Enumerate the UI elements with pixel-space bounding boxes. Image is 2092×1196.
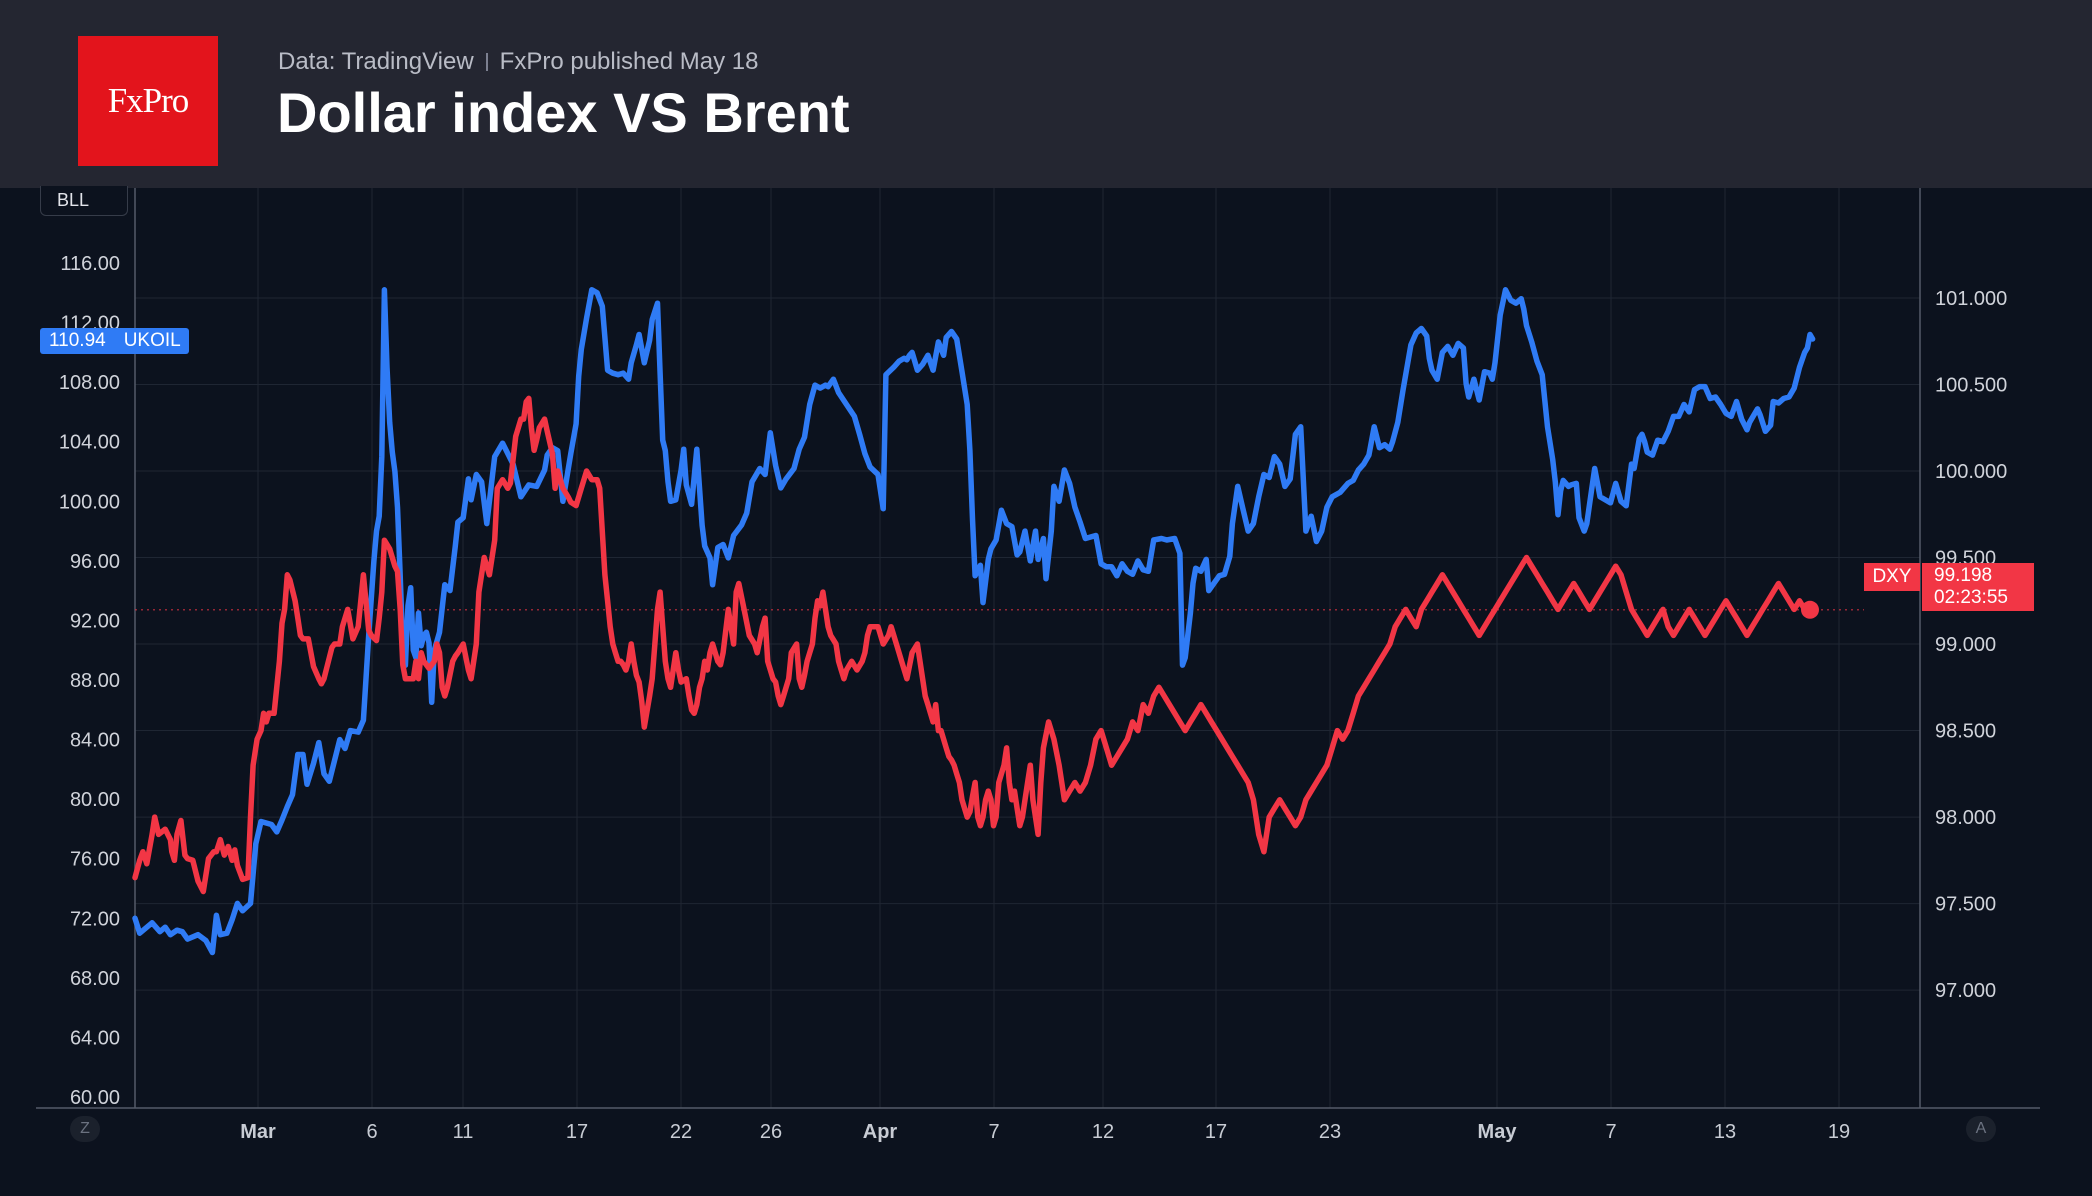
meta-separator xyxy=(485,53,488,71)
bll-button[interactable]: BLL xyxy=(40,186,128,216)
right-tick-label: 100.000 xyxy=(1935,461,2007,483)
chart-header: FxPro Data: TradingView FxPro published … xyxy=(0,0,2092,188)
published-date: FxPro published May 18 xyxy=(499,48,759,75)
left-tick-label: 100.00 xyxy=(59,491,120,513)
ukoil-price-tag: 110.94 UKOIL xyxy=(40,328,189,354)
x-tick-label: 11 xyxy=(453,1121,474,1143)
dxy-line xyxy=(132,395,1813,895)
left-tick-label: 92.00 xyxy=(70,610,120,632)
right-tick-label: 100.500 xyxy=(1935,375,2007,397)
auto-scale-left-button[interactable]: Z xyxy=(70,1116,100,1142)
x-tick-label: 26 xyxy=(760,1121,782,1143)
grid xyxy=(135,188,1920,1108)
left-tick-label: 88.00 xyxy=(70,670,120,692)
right-tick-label: 101.000 xyxy=(1935,288,2007,310)
right-tick-label: 99.000 xyxy=(1935,634,1996,656)
dxy-price-tag: 99.198 02:23:55 xyxy=(1922,563,2034,611)
x-tick-label: 17 xyxy=(1205,1121,1227,1143)
dxy-value: 99.198 xyxy=(1934,565,1993,586)
left-tick-label: 84.00 xyxy=(70,730,120,752)
left-tick-label: 68.00 xyxy=(70,968,120,990)
x-tick-label: 7 xyxy=(988,1121,999,1143)
x-tick-label: Apr xyxy=(863,1121,898,1143)
right-tick-label: 98.500 xyxy=(1935,721,1996,743)
ukoil-line xyxy=(132,287,1816,956)
left-tick-label: 104.00 xyxy=(59,432,120,454)
dxy-label: DXY xyxy=(1872,566,1912,587)
left-tick-label: 72.00 xyxy=(70,908,120,930)
left-tick-label: 116.00 xyxy=(60,253,120,275)
x-tick-label: 17 xyxy=(566,1121,588,1143)
left-tick-label: 60.00 xyxy=(70,1087,120,1109)
left-tick-label: 64.00 xyxy=(70,1027,120,1049)
x-tick-label: 6 xyxy=(366,1121,377,1143)
right-tick-label: 97.000 xyxy=(1935,980,1996,1002)
x-tick-label: Mar xyxy=(240,1121,276,1143)
left-tick-label: 96.00 xyxy=(70,551,120,573)
chart-meta: Data: TradingView FxPro published May 18 xyxy=(278,48,758,76)
x-tick-label: 23 xyxy=(1319,1121,1341,1143)
left-tick-label: 80.00 xyxy=(70,789,120,811)
x-tick-label: 22 xyxy=(670,1121,692,1143)
x-tick-label: 13 xyxy=(1714,1121,1736,1143)
fxpro-logo: FxPro xyxy=(78,36,218,166)
data-source: Data: TradingView xyxy=(278,48,474,75)
left-tick-label: 108.00 xyxy=(59,372,120,394)
x-tick-label: 19 xyxy=(1828,1121,1850,1143)
x-tick-label: 12 xyxy=(1092,1121,1114,1143)
auto-scale-right-button[interactable]: A xyxy=(1966,1116,1996,1142)
ukoil-label: UKOIL xyxy=(123,330,181,351)
right-tick-label: 97.500 xyxy=(1935,894,1996,916)
chart-title: Dollar index VS Brent xyxy=(277,81,850,144)
ukoil-value: 110.94 xyxy=(49,330,106,351)
x-tick-label: May xyxy=(1478,1121,1518,1143)
dxy-countdown: 02:23:55 xyxy=(1934,587,2008,608)
dxy-last-point xyxy=(1801,600,1819,619)
x-tick-label: 7 xyxy=(1605,1121,1616,1143)
left-tick-label: 76.00 xyxy=(70,849,120,871)
right-tick-label: 98.000 xyxy=(1935,807,1996,829)
dxy-label-tag: DXY xyxy=(1864,563,1920,591)
